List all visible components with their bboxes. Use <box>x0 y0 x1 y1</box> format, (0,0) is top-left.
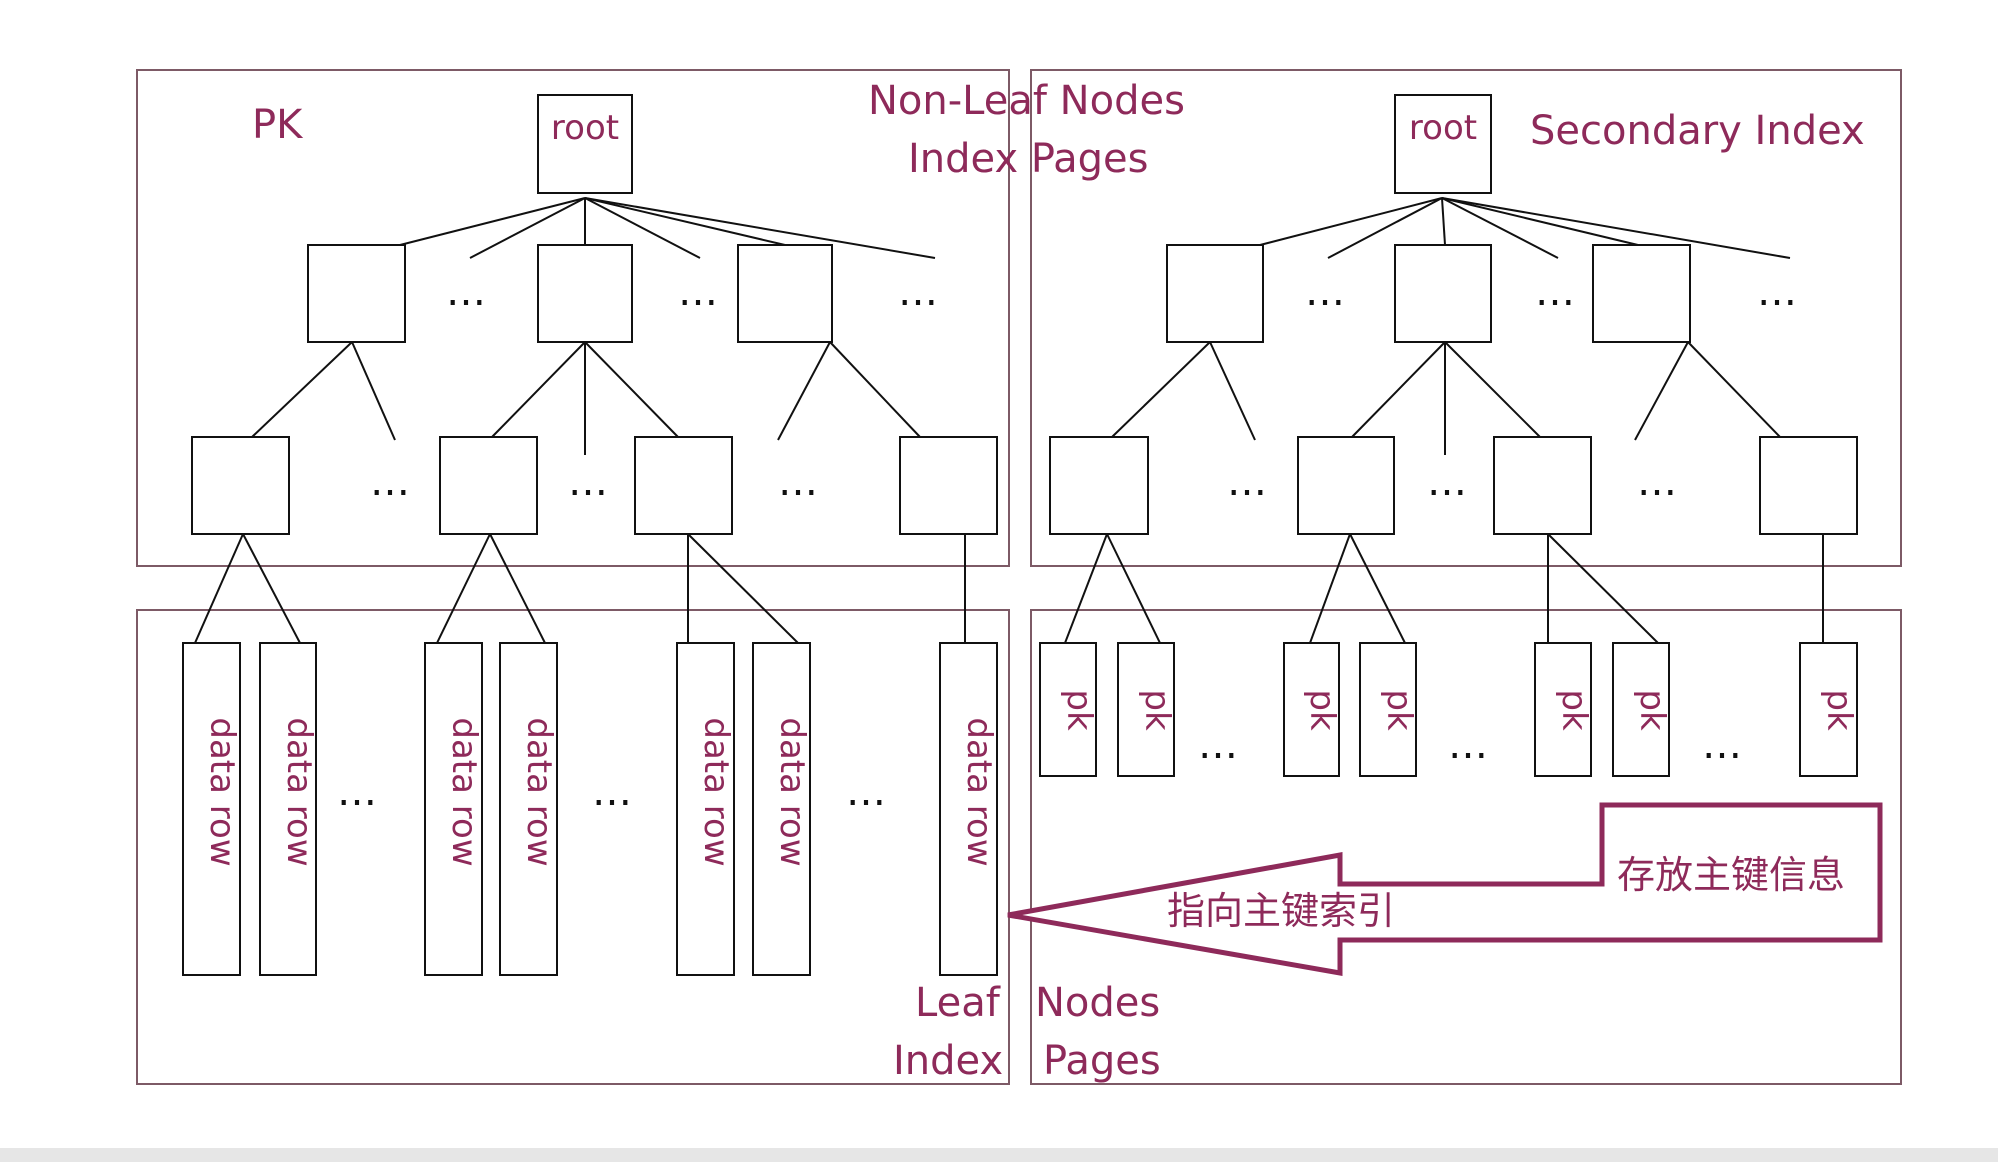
pk-level2-node <box>737 244 833 343</box>
pk-level2-node <box>307 244 406 343</box>
root-label: root <box>551 108 619 148</box>
ellipsis: … <box>1427 459 1467 505</box>
ellipsis: … <box>1535 269 1575 315</box>
data-row-label: data row <box>696 717 736 866</box>
secondary-level3-node <box>1759 436 1858 535</box>
data-row-page <box>182 642 241 976</box>
pk-leaf-label: pk <box>1379 689 1419 731</box>
ellipsis: … <box>1757 269 1797 315</box>
ellipsis: … <box>568 459 608 505</box>
data-row-labels: data row data row data row data row data… <box>202 717 999 866</box>
pk-leaf-label: pk <box>1137 689 1177 731</box>
root-label: root <box>1409 108 1477 148</box>
leaf-label-word: Index <box>893 1038 1003 1084</box>
leaf-pages <box>182 642 1858 976</box>
pk-level3-node <box>191 436 290 535</box>
secondary-level3-node <box>1493 436 1592 535</box>
pk-leaf-label: pk <box>1059 689 1099 731</box>
ellipsis: … <box>592 769 632 815</box>
pk-leaf-frame <box>136 609 1010 1085</box>
secondary-nonleaf-frame <box>1030 69 1902 567</box>
data-row-label: data row <box>202 717 242 866</box>
pk-leaf-label: pk <box>1819 689 1859 731</box>
pk-level3-node <box>899 436 998 535</box>
secondary-level3-node <box>1297 436 1395 535</box>
pk-nonleaf-frame <box>136 69 1010 567</box>
pk-leaf-label: pk <box>1632 689 1672 731</box>
ellipsis: … <box>678 269 718 315</box>
secondary-index-label: Secondary Index <box>1530 108 1865 154</box>
pk-page <box>1612 642 1670 777</box>
ellipsis: … <box>1637 459 1677 505</box>
pk-label: PK <box>252 102 304 148</box>
ellipsis: … <box>778 459 818 505</box>
data-row-label: data row <box>519 717 559 866</box>
data-row-label: data row <box>279 717 319 866</box>
data-row-page <box>939 642 998 976</box>
ellipsis: … <box>370 459 410 505</box>
ellipsis: … <box>1448 722 1488 768</box>
leaf-label-word: Nodes <box>1035 980 1160 1026</box>
secondary-level2-node <box>1166 244 1264 343</box>
pk-level3-node <box>634 436 733 535</box>
data-row-page <box>499 642 558 976</box>
ellipsis-group: … … … … … … … … … … … … … … … … … … <box>337 269 1797 815</box>
data-row-page <box>424 642 483 976</box>
data-row-page <box>259 642 317 976</box>
data-row-label: data row <box>959 717 999 866</box>
data-row-page <box>752 642 811 976</box>
region-frames <box>136 69 1902 1085</box>
non-leaf-label-line1: Non-Leaf Nodes <box>868 78 1185 124</box>
tree-nodes <box>191 94 1858 535</box>
pk-leaf-label: pk <box>1554 689 1594 731</box>
pk-page <box>1117 642 1175 777</box>
secondary-level2-node <box>1592 244 1691 343</box>
pointer-arrow <box>1007 802 1883 976</box>
ellipsis: … <box>1198 722 1238 768</box>
pk-level2-node <box>537 244 633 343</box>
pk-page <box>1283 642 1340 777</box>
ellipsis: … <box>337 769 377 815</box>
data-row-page <box>676 642 735 976</box>
ellipsis: … <box>446 269 486 315</box>
pk-page <box>1799 642 1858 777</box>
pk-page <box>1039 642 1097 777</box>
data-row-label: data row <box>772 717 812 866</box>
stores-pk-label: 存放主键信息 <box>1617 853 1845 897</box>
ellipsis: … <box>898 269 938 315</box>
secondary-root-node <box>1394 94 1492 194</box>
pk-labels: pk pk pk pk pk pk pk <box>1059 689 1859 731</box>
ellipsis: … <box>1305 269 1345 315</box>
secondary-level3-node <box>1049 436 1149 535</box>
ellipsis: … <box>1227 459 1267 505</box>
pointer-arrow-label: 指向主键索引 <box>1167 889 1395 933</box>
pk-page <box>1359 642 1417 777</box>
leaf-label-word: Pages <box>1043 1038 1161 1084</box>
pk-leaf-label: pk <box>1302 689 1342 731</box>
pk-level3-node <box>439 436 538 535</box>
tree-edges <box>194 197 1824 644</box>
secondary-level2-node <box>1394 244 1492 343</box>
ellipsis: … <box>1702 722 1742 768</box>
non-leaf-label-line2: Index Pages <box>908 136 1149 182</box>
leaf-label-word: Leaf <box>915 980 1001 1026</box>
pk-root-node <box>537 94 633 194</box>
pk-page <box>1534 642 1592 777</box>
data-row-label: data row <box>444 717 484 866</box>
bottom-strip <box>0 1148 1998 1162</box>
secondary-leaf-frame <box>1030 609 1902 1085</box>
ellipsis: … <box>846 769 886 815</box>
